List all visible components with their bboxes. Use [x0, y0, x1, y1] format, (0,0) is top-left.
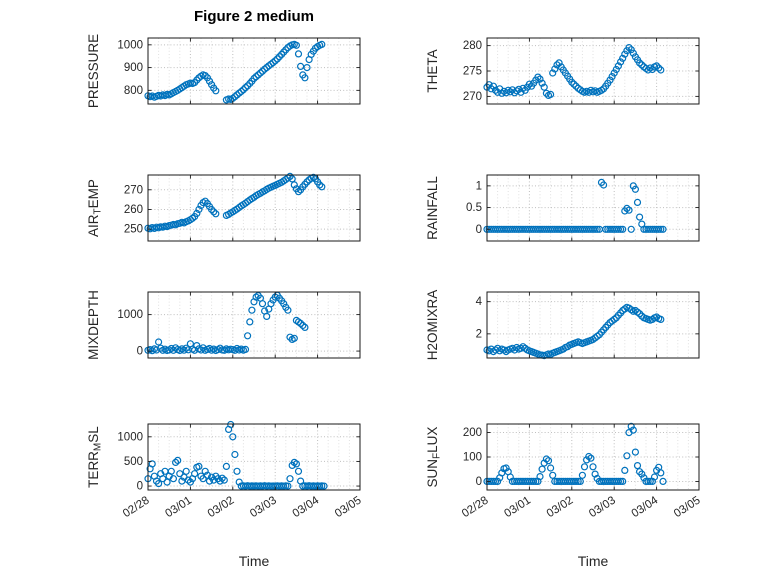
x-tick-label: 02/28 [121, 494, 152, 520]
x-axis-label: Time [239, 553, 270, 569]
scatter-points [144, 291, 309, 355]
scatter-points [144, 420, 328, 490]
grid-lines [148, 175, 360, 241]
scatter-points [144, 172, 326, 233]
axes-box [147, 423, 361, 491]
y-tick-label: 900 [124, 62, 143, 74]
scatter-points [483, 178, 667, 233]
x-tick-label: 03/03 [587, 494, 618, 520]
y-tick-label: 1000 [117, 431, 143, 443]
y-axis-label-sun-flux: SUNFLUX [425, 427, 443, 488]
y-tick-label: 0 [476, 224, 482, 236]
y-tick-label: 270 [124, 184, 143, 196]
axes-box [486, 291, 700, 359]
grid-lines [148, 292, 360, 358]
scatter-points [483, 43, 665, 100]
grid-lines [148, 38, 360, 104]
subplot-terr-msl: 0 500 1000 TERRMSL 02/28 03/01 03/02 03/03 03/04… [86, 420, 364, 569]
x-axis-label: Time [578, 553, 609, 569]
y-tick-label: 250 [124, 224, 143, 236]
subplot-sun-flux: 0 100 200 SUNFLUX 02/28 03/01 03/02 03/03 03/04 0… [425, 422, 703, 569]
y-tick-label: 0.5 [466, 202, 482, 214]
y-tick-label: 500 [124, 456, 143, 468]
x-tick-label: 03/04 [291, 494, 322, 520]
y-tick-label: 800 [124, 85, 143, 97]
y-tick-label: 200 [463, 427, 482, 439]
tick-marks [486, 175, 700, 241]
subplot-rainfall: 0 0.5 1 RAINFALL [425, 174, 700, 242]
x-tick-label: 03/05 [333, 494, 364, 520]
y-tick-label: 280 [463, 40, 482, 52]
y-tick-label: 1000 [117, 309, 143, 321]
scatter-points [483, 422, 667, 485]
y-tick-label: 275 [463, 66, 482, 78]
tick-marks [147, 292, 361, 358]
subplot-theta: 270 275 280 THETA [425, 37, 700, 105]
y-axis-label-mixdepth: MIXDEPTH [86, 290, 101, 360]
y-tick-label: 0 [137, 346, 143, 358]
y-tick-label: 1000 [117, 39, 143, 51]
y-tick-label: 260 [124, 204, 143, 216]
tick-marks [486, 424, 700, 490]
x-tick-label: 03/01 [502, 494, 533, 520]
y-tick-label: 4 [476, 296, 483, 308]
y-tick-label: 100 [463, 452, 482, 464]
axes-box [147, 37, 361, 105]
y-axis-label-pressure: PRESSURE [86, 34, 101, 108]
figure-title: Figure 2 medium [193, 8, 315, 25]
y-tick-label: 270 [463, 91, 482, 103]
y-axis-label-theta: THETA [425, 49, 440, 92]
subplot-mixdepth: 0 1000 MIXDEPTH [86, 290, 361, 360]
tick-marks [486, 38, 700, 104]
tick-marks [486, 292, 700, 358]
x-tick-label: 02/28 [460, 494, 491, 520]
tick-marks [147, 38, 361, 104]
tick-marks [147, 175, 361, 241]
subplot-h2omixra: 2 4 H2OMIXRA [425, 290, 700, 361]
x-tick-label: 03/04 [630, 494, 661, 520]
y-tick-label: 2 [476, 328, 482, 340]
y-axis-label-rainfall: RAINFALL [425, 176, 440, 240]
y-axis-label-air-temp: AIRTEMP [86, 179, 104, 237]
axes-box [147, 174, 361, 242]
subplot-pressure: 800 900 1000 PRESSURE [86, 34, 361, 108]
y-axis-label-terr-msl: TERRMSL [86, 426, 104, 488]
y-axis-label-h2omixra: H2OMIXRA [425, 290, 440, 361]
y-tick-label: 0 [476, 476, 482, 488]
scatter-points [144, 40, 326, 104]
x-tick-label: 03/03 [248, 494, 279, 520]
y-tick-label: 1 [476, 180, 482, 192]
x-tick-label: 03/05 [672, 494, 703, 520]
axes-box [147, 291, 361, 359]
grid-lines [487, 292, 699, 358]
x-tick-label: 03/01 [163, 494, 194, 520]
scatter-points [483, 303, 665, 360]
y-tick-label: 0 [137, 481, 143, 493]
grid-lines [148, 424, 360, 490]
x-tick-label: 03/02 [545, 494, 576, 520]
x-tick-label: 03/02 [206, 494, 237, 520]
subplot-air-temp: 250 260 270 AIRTEMP [86, 172, 361, 242]
tick-marks [147, 424, 361, 490]
